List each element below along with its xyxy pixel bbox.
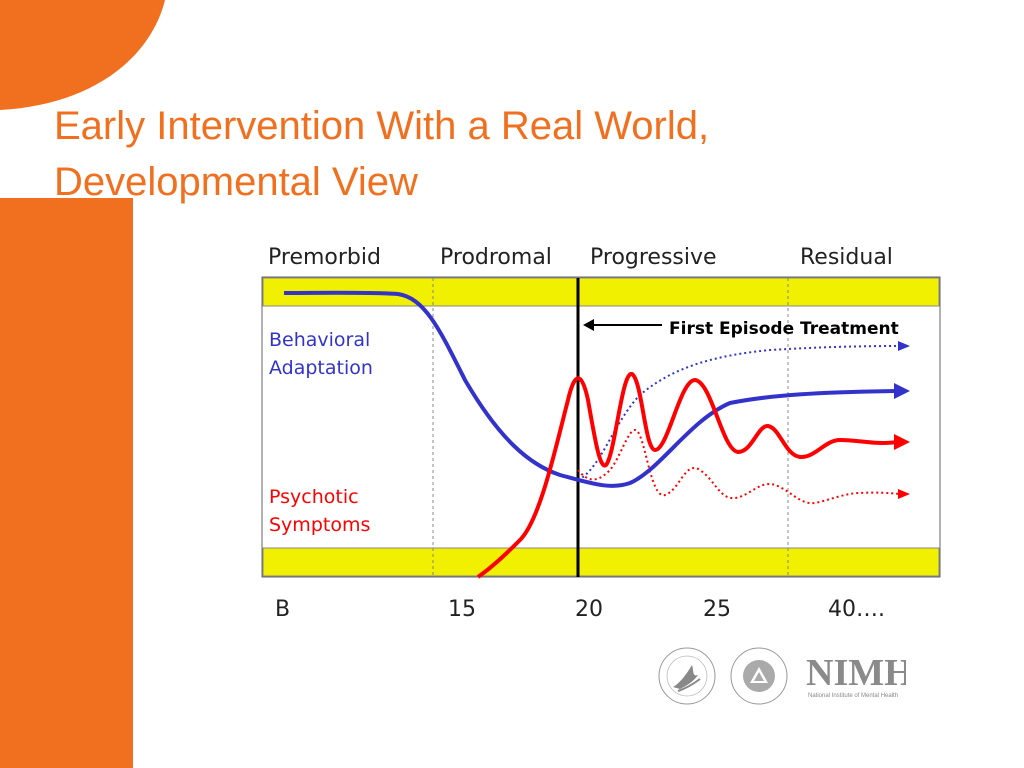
orange-corner-shape xyxy=(0,0,165,110)
orange-side-bar xyxy=(0,198,133,768)
phase-label-residual: Residual xyxy=(800,245,893,270)
title-line-1: Early Intervention With a Real World, xyxy=(54,104,710,148)
title-line-2: Developmental View xyxy=(54,160,418,204)
nimh-logo-text: National Institute of Mental Health xyxy=(808,693,899,699)
nimh-logo-mark: NIMH xyxy=(806,652,906,693)
agency-logos: NIMH National Institute of Mental Health xyxy=(656,645,906,707)
phase-label-progressive: Progressive xyxy=(590,245,717,270)
diagram-frame xyxy=(261,276,941,578)
psychotic-label-line1: Psychotic xyxy=(269,486,359,508)
behavioral-dotted-arrowhead xyxy=(898,341,910,351)
psychotic-label-line2: Symptoms xyxy=(269,514,370,536)
annotation-arrow-head xyxy=(583,319,594,331)
psychotic-arrowhead xyxy=(894,434,910,450)
x-tick-25: 25 xyxy=(703,597,731,622)
behavioral-curve-dotted xyxy=(577,345,901,481)
x-tick-40: 40…. xyxy=(828,597,885,622)
x-tick-15: 15 xyxy=(448,597,476,622)
hhs-seal-icon xyxy=(658,647,716,705)
psychotic-dotted-arrowhead xyxy=(898,489,910,499)
behavioral-arrowhead xyxy=(894,383,910,399)
x-tick-20: 20 xyxy=(575,597,603,622)
behavioral-curve xyxy=(283,290,898,488)
behavioral-label-line2: Adaptation xyxy=(269,357,373,379)
phase-label-premorbid: Premorbid xyxy=(268,245,381,270)
phase-label-prodromal: Prodromal xyxy=(440,245,552,270)
nih-seal-icon xyxy=(730,647,788,705)
nimh-logo-icon: NIMH xyxy=(806,652,906,693)
annotation-first-episode: First Episode Treatment xyxy=(669,319,899,339)
x-tick-b: B xyxy=(275,597,290,622)
behavioral-label-line1: Behavioral xyxy=(269,329,370,351)
psychotic-curve xyxy=(476,371,898,579)
slide-title: Early Intervention With a Real World, De… xyxy=(54,98,709,210)
bottom-band xyxy=(262,547,940,577)
